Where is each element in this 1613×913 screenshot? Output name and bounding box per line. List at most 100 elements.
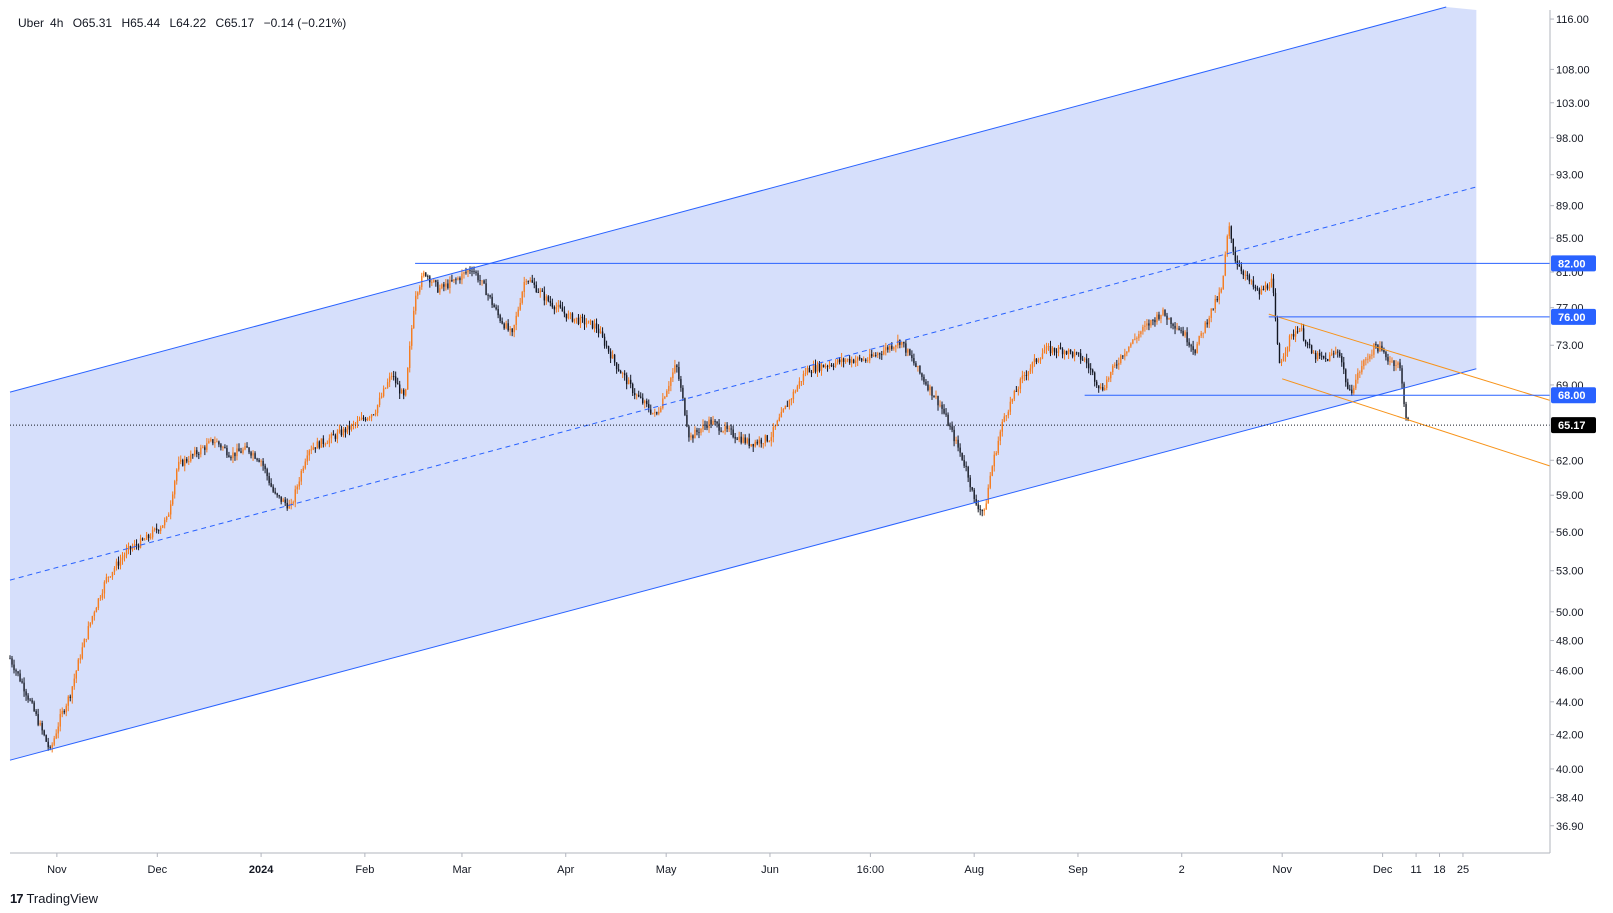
candle-body	[1047, 345, 1050, 347]
candle-body	[1351, 389, 1353, 394]
candle-body	[1160, 314, 1162, 319]
candle-body	[1343, 362, 1345, 370]
candle-body	[730, 428, 732, 430]
price-tick-label: 36.90	[1556, 821, 1584, 833]
candle-body	[981, 509, 983, 512]
time-tick-label: Aug	[964, 864, 984, 876]
candle-body	[196, 450, 198, 455]
candle-body	[184, 459, 186, 466]
candle-body	[260, 461, 262, 462]
candle-body	[250, 452, 252, 456]
candle-body	[85, 638, 88, 640]
candle-body	[336, 432, 339, 439]
candle-body	[505, 323, 507, 329]
price-badge-76.00[interactable]	[1551, 308, 1596, 325]
price-badge-82.00[interactable]	[1551, 255, 1596, 272]
candle-body	[1192, 346, 1194, 351]
price-tick-label: 46.00	[1556, 666, 1584, 678]
candle-body	[605, 345, 608, 347]
candle-body	[607, 346, 610, 352]
candle-body	[29, 699, 31, 701]
candle-body	[77, 659, 79, 671]
candle-body	[585, 323, 588, 325]
candle-body	[1134, 338, 1136, 340]
candle-body	[646, 400, 648, 405]
candle-body	[955, 439, 957, 442]
legend-high: H65.44	[121, 16, 161, 30]
candle-body	[1124, 353, 1126, 357]
candle-body	[856, 357, 859, 361]
candle-body	[525, 281, 527, 283]
wedge-lower-line[interactable]	[1282, 378, 1551, 467]
candle-body	[589, 320, 592, 322]
candle-body	[1152, 319, 1154, 321]
candle-body	[1106, 379, 1108, 389]
candle-body	[531, 280, 533, 283]
candle-body	[860, 358, 863, 361]
candle-body	[489, 295, 491, 297]
candle-body	[1381, 345, 1383, 350]
candle-body	[658, 411, 660, 414]
candle-body	[756, 441, 758, 444]
candle-body	[1025, 375, 1028, 376]
candle-body	[302, 468, 304, 471]
wedge-upper-line[interactable]	[1268, 313, 1551, 401]
legend-low: L64.22	[169, 16, 207, 30]
candle-body	[567, 314, 570, 319]
price-tick-label: 73.00	[1556, 340, 1584, 352]
channel-median-line[interactable]	[9, 186, 1477, 581]
candle-body	[284, 499, 286, 503]
candle-body	[236, 448, 238, 457]
candle-body	[561, 307, 564, 312]
candle-body	[830, 364, 833, 366]
candle-body	[1270, 278, 1273, 288]
candle-body	[1037, 360, 1040, 362]
candle-body	[834, 362, 837, 367]
candle-body	[282, 499, 284, 502]
candle-body	[262, 461, 264, 466]
candle-body	[1091, 369, 1094, 373]
candle-body	[115, 561, 118, 569]
candle-body	[738, 436, 740, 440]
candle-body	[959, 447, 961, 453]
legend-interval[interactable]: 4h	[50, 16, 64, 30]
candle-body	[13, 664, 15, 671]
candle-body	[388, 376, 391, 383]
candle-body	[1204, 322, 1206, 333]
candle-body	[11, 658, 13, 665]
candle-body	[1355, 379, 1357, 389]
candle-body	[1007, 411, 1010, 416]
channel-upper-line[interactable]	[9, 6, 1447, 393]
candle-body	[212, 439, 214, 444]
candle-body	[706, 425, 708, 428]
candle-body	[1232, 238, 1234, 252]
price-badge-label: 68.00	[1558, 390, 1586, 402]
candle-body	[1357, 372, 1359, 380]
channel-lower-line[interactable]	[9, 368, 1477, 761]
tradingview-brand[interactable]: 17 TradingView	[10, 891, 98, 906]
candle-body	[1158, 314, 1160, 319]
price-badge-65.17[interactable]	[1551, 417, 1596, 434]
candle-body	[1041, 353, 1044, 359]
candle-body	[1057, 347, 1060, 353]
price-badge-68.00[interactable]	[1551, 387, 1596, 404]
legend-change: −0.14 (−0.21%)	[263, 16, 347, 30]
candle-body	[23, 682, 25, 692]
time-tick-label: 16:00	[857, 864, 885, 876]
brand-name: TradingView	[26, 891, 99, 906]
price-tick-label: 50.00	[1556, 607, 1584, 619]
candle-body	[824, 366, 827, 368]
candle-body	[923, 376, 925, 382]
candle-body	[806, 367, 809, 374]
candle-body	[163, 519, 166, 526]
candle-body	[889, 345, 891, 350]
legend-symbol[interactable]: Uber	[18, 16, 45, 30]
candle-body	[105, 577, 108, 583]
candle-body	[537, 292, 539, 293]
candle-body	[557, 304, 560, 308]
candle-body	[696, 429, 698, 433]
candle-body	[551, 302, 554, 307]
candle-body	[1174, 325, 1176, 329]
